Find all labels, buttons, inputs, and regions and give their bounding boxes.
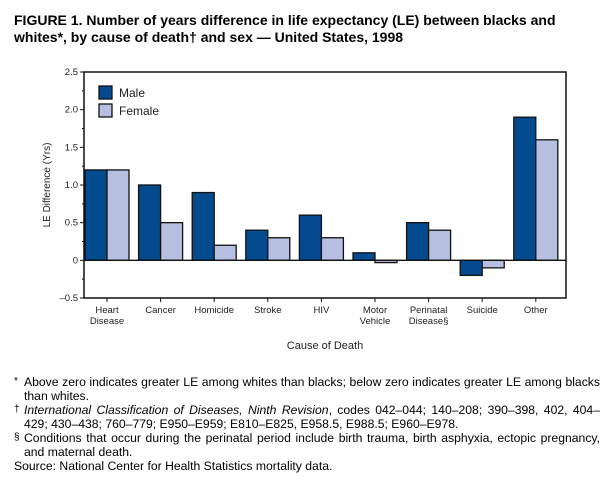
y-tick-label: 2.5 [65,67,78,78]
footnote-asterisk: * Above zero indicates greater LE among w… [14,375,600,403]
bar-female [159,222,184,261]
bar-female [267,237,291,261]
footnote-mark: * [14,376,18,387]
bar-male [191,191,215,261]
x-tick-label: Perinatal [410,305,448,316]
bar-male [298,214,323,261]
bar-female [320,237,345,261]
bar-male [84,169,108,261]
x-tick-label: Motor [363,305,387,316]
footnote-text: , codes 042–044; 140–208; 390–398, 402, … [24,403,600,431]
bar-female [535,139,559,261]
x-tick-label: Other [524,305,548,316]
source-note: Source: National Center for Health Stati… [14,459,333,473]
footnote-italic-text: International Classification of Diseases… [24,403,329,417]
legend-label-male: Male [119,86,145,100]
bar-female [427,229,452,261]
y-tick-label: 1.5 [65,142,78,153]
bar-male [352,252,376,261]
legend-swatch-male [98,85,113,100]
x-tick-label: HIV [313,305,330,316]
footnote-text: Above zero indicates greater LE among wh… [24,375,600,403]
x-tick-label: Cancer [145,305,176,316]
x-axis-label: Cause of Death [287,340,363,352]
x-tick-label: Disease [90,316,124,327]
x-tick-label: Heart [95,305,119,316]
footnote-mark: § [14,432,20,443]
y-tick-label: 0.5 [65,218,78,229]
footnote-text: Conditions that occur during the perinat… [24,431,600,459]
legend-swatch-female [98,103,113,118]
x-tick-label: Stroke [254,305,281,316]
figure-title: FIGURE 1. Number of years difference in … [14,12,556,45]
y-tick-label: 2.0 [65,105,78,116]
bar-female [213,244,237,261]
x-tick-label: Suicide [467,305,498,316]
x-tick-label: Vehicle [360,316,391,327]
y-tick-label: 1.0 [65,180,78,191]
bar-female [481,259,505,269]
footnote-dagger: † International Classification of Disease… [14,403,600,431]
bar-male [405,222,430,261]
bar-male [245,229,269,261]
footnote-mark: † [14,404,20,415]
y-tick-label: –0.5 [60,293,79,304]
x-tick-label: Disease§ [409,316,449,327]
legend-label-female: Female [119,104,159,118]
x-tick-label: Homicide [194,305,234,316]
bar-male [459,259,483,277]
y-tick-label: 0 [73,255,78,266]
bar-male [513,116,537,261]
bar-male [137,184,162,261]
y-axis-label: LE Difference (Yrs) [42,143,53,228]
bar-female [106,169,130,261]
footnote-section: § Conditions that occur during the perina… [14,431,600,459]
footnotes: * Above zero indicates greater LE among w… [14,375,600,473]
